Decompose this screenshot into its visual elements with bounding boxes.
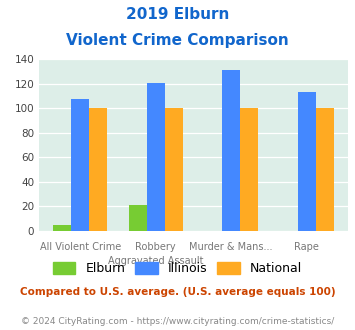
Text: Aggravated Assault: Aggravated Assault xyxy=(108,256,203,266)
Bar xyxy=(71,99,89,231)
Bar xyxy=(240,109,258,231)
Text: Compared to U.S. average. (U.S. average equals 100): Compared to U.S. average. (U.S. average … xyxy=(20,287,335,297)
Bar xyxy=(89,109,108,231)
Text: © 2024 CityRating.com - https://www.cityrating.com/crime-statistics/: © 2024 CityRating.com - https://www.city… xyxy=(21,317,334,326)
Bar xyxy=(222,70,240,231)
Text: 2019 Elburn: 2019 Elburn xyxy=(126,7,229,21)
Bar xyxy=(129,205,147,231)
Text: Violent Crime Comparison: Violent Crime Comparison xyxy=(66,33,289,48)
Bar xyxy=(316,109,334,231)
Text: Rape: Rape xyxy=(294,242,319,252)
Bar xyxy=(53,225,71,231)
Text: Robbery: Robbery xyxy=(135,242,176,252)
Text: Murder & Mans...: Murder & Mans... xyxy=(190,242,273,252)
Legend: Elburn, Illinois, National: Elburn, Illinois, National xyxy=(48,257,307,280)
Bar xyxy=(297,92,316,231)
Bar xyxy=(165,109,183,231)
Bar xyxy=(147,83,165,231)
Text: All Violent Crime: All Violent Crime xyxy=(40,242,121,252)
